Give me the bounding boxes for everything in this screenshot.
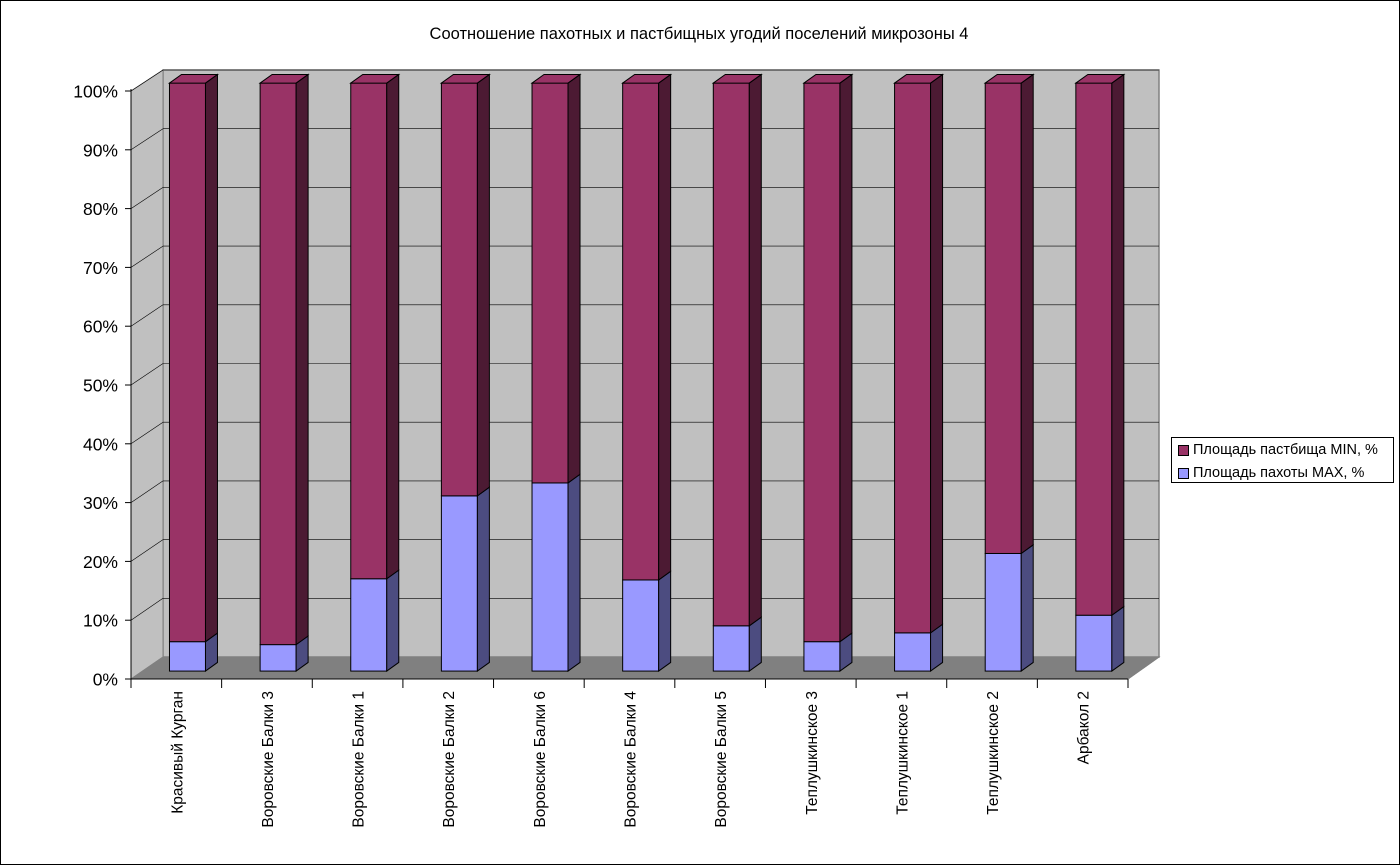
legend-label-plowland: Площадь пахоты MAX, % (1193, 465, 1365, 481)
gridline-side (130, 69, 164, 92)
gridline-side (130, 480, 164, 503)
y-tick-label: 0% (93, 670, 118, 690)
bar-площадь-пастбища-min-10-side (1020, 73, 1034, 555)
bar-площадь-пахоты-max-7-side (748, 616, 762, 673)
bar-площадь-пахоты-max-9 (894, 632, 932, 672)
x-tick-label-11: Арбакол 2 (1076, 691, 1093, 764)
bar-площадь-пастбища-min-6-top (621, 73, 673, 84)
y-tick-label: 20% (83, 552, 118, 572)
y-tick-label: 80% (83, 199, 118, 219)
bar-площадь-пахоты-max-6-side (658, 570, 672, 673)
legend-swatch-plowland (1178, 467, 1189, 479)
gridline-side (130, 421, 164, 445)
bar-площадь-пастбища-min-9 (894, 82, 932, 634)
bar-площадь-пахоты-max-11-side (1111, 605, 1125, 673)
legend-item-pasture: Площадь пастбища MIN, % (1178, 440, 1378, 460)
x-tick-label-3: Воровские Балки 1 (351, 691, 368, 828)
bar-площадь-пастбища-min-3-top (349, 73, 401, 84)
bar-площадь-пастбища-min-2 (259, 82, 297, 646)
bar-площадь-пастбища-min-10 (984, 82, 1022, 554)
bar-площадь-пахоты-max-1 (168, 641, 206, 672)
bar-площадь-пастбища-min-2-top (258, 73, 310, 84)
bar-площадь-пастбища-min-3 (350, 82, 388, 580)
legend: Площадь пастбища MIN, % Площадь пахоты M… (1171, 437, 1394, 483)
gridline-side (130, 245, 164, 268)
x-tick-label-6: Воровские Балки 4 (623, 691, 640, 828)
bar-площадь-пастбища-min-11-side (1111, 73, 1125, 617)
bar-площадь-пастбища-min-5 (531, 82, 569, 484)
bar-площадь-пастбища-min-6-side (658, 73, 672, 581)
bar-площадь-пахоты-max-7 (712, 625, 750, 672)
legend-label-pasture: Площадь пастбища MIN, % (1193, 442, 1378, 458)
bar-площадь-пахоты-max-3-side (386, 569, 400, 673)
bar-площадь-пастбища-min-8-side (839, 73, 853, 643)
bar-площадь-пастбища-min-9-side (930, 73, 944, 634)
bar-площадь-пастбища-min-4-side (476, 73, 490, 497)
bar-площадь-пастбища-min-1-top (167, 73, 220, 84)
x-tick-label-4: Воровские Балки 2 (441, 691, 458, 828)
gridline-side (130, 187, 164, 209)
bar-площадь-пастбища-min-5-side (567, 73, 581, 484)
x-tick-label-5: Воровские Балки 6 (532, 691, 549, 828)
legend-item-plowland: Площадь пахоты MAX, % (1178, 463, 1364, 483)
x-tick-label-1: Красивый Курган (169, 691, 186, 814)
y-tick-label: 70% (83, 258, 118, 278)
bar-площадь-пастбища-min-10-top (983, 73, 1035, 84)
y-tick-label: 100% (73, 82, 118, 102)
floor-edge (1127, 656, 1160, 680)
bar-площадь-пастбища-min-3-side (386, 73, 400, 580)
gridline-side (130, 539, 164, 562)
bar-площадь-пастбища-min-2-side (295, 73, 309, 646)
bar-площадь-пахоты-max-4-side (476, 486, 490, 673)
x-tick-label-8: Теплушкинское 3 (804, 691, 821, 815)
y-tick-label: 50% (83, 376, 118, 396)
bar-площадь-пахоты-max-8 (803, 641, 841, 672)
bar-площадь-пастбища-min-6 (622, 82, 660, 581)
bar-площадь-пастбища-min-11-top (1074, 73, 1126, 84)
bar-площадь-пахоты-max-6 (622, 579, 660, 672)
bar-площадь-пахоты-max-11 (1075, 614, 1113, 672)
y-tick-label: 90% (83, 140, 118, 160)
bar-площадь-пастбища-min-1-side (204, 73, 218, 643)
bar-площадь-пастбища-min-9-top (893, 73, 945, 84)
x-tick-label-9: Теплушкинское 1 (894, 691, 911, 815)
gridline-side (130, 363, 164, 386)
x-tick-label-10: Теплушкинское 2 (985, 691, 1002, 815)
bar-площадь-пахоты-max-3 (350, 578, 388, 672)
bar-площадь-пастбища-min-5-top (530, 73, 582, 84)
bar-площадь-пастбища-min-7-top (711, 73, 763, 84)
y-tick-label: 10% (83, 611, 118, 631)
gridline-side (130, 128, 164, 151)
bar-площадь-пастбища-min-1 (168, 82, 206, 643)
gridline-side (130, 304, 164, 327)
bar-площадь-пастбища-min-4-top (439, 73, 491, 84)
bar-площадь-пахоты-max-4 (440, 495, 478, 672)
bar-площадь-пастбища-min-11 (1075, 82, 1113, 616)
x-tick-label-7: Воровские Балки 5 (713, 691, 730, 828)
y-tick-label: 40% (83, 434, 118, 454)
bar-площадь-пастбища-min-7-side (748, 73, 762, 627)
bar-площадь-пастбища-min-7 (712, 82, 750, 627)
bar-площадь-пастбища-min-8-top (802, 73, 854, 84)
bar-площадь-пахоты-max-10-side (1020, 543, 1034, 673)
bar-площадь-пахоты-max-10 (984, 552, 1022, 672)
y-tick-label: 60% (83, 317, 118, 337)
chart-title: Соотношение пахотных и пастбищных угодий… (430, 25, 969, 43)
bar-площадь-пахоты-max-5 (531, 482, 569, 672)
y-tick-label: 30% (83, 493, 118, 513)
bar-площадь-пахоты-max-5-side (567, 473, 581, 673)
bar-площадь-пастбища-min-8 (803, 82, 841, 643)
x-tick-label-2: Воровские Балки 3 (260, 691, 277, 828)
gridline-side (130, 598, 164, 621)
bar-площадь-пастбища-min-4 (440, 82, 478, 497)
legend-swatch-pasture (1178, 444, 1189, 456)
bar-площадь-пахоты-max-2 (259, 644, 297, 672)
